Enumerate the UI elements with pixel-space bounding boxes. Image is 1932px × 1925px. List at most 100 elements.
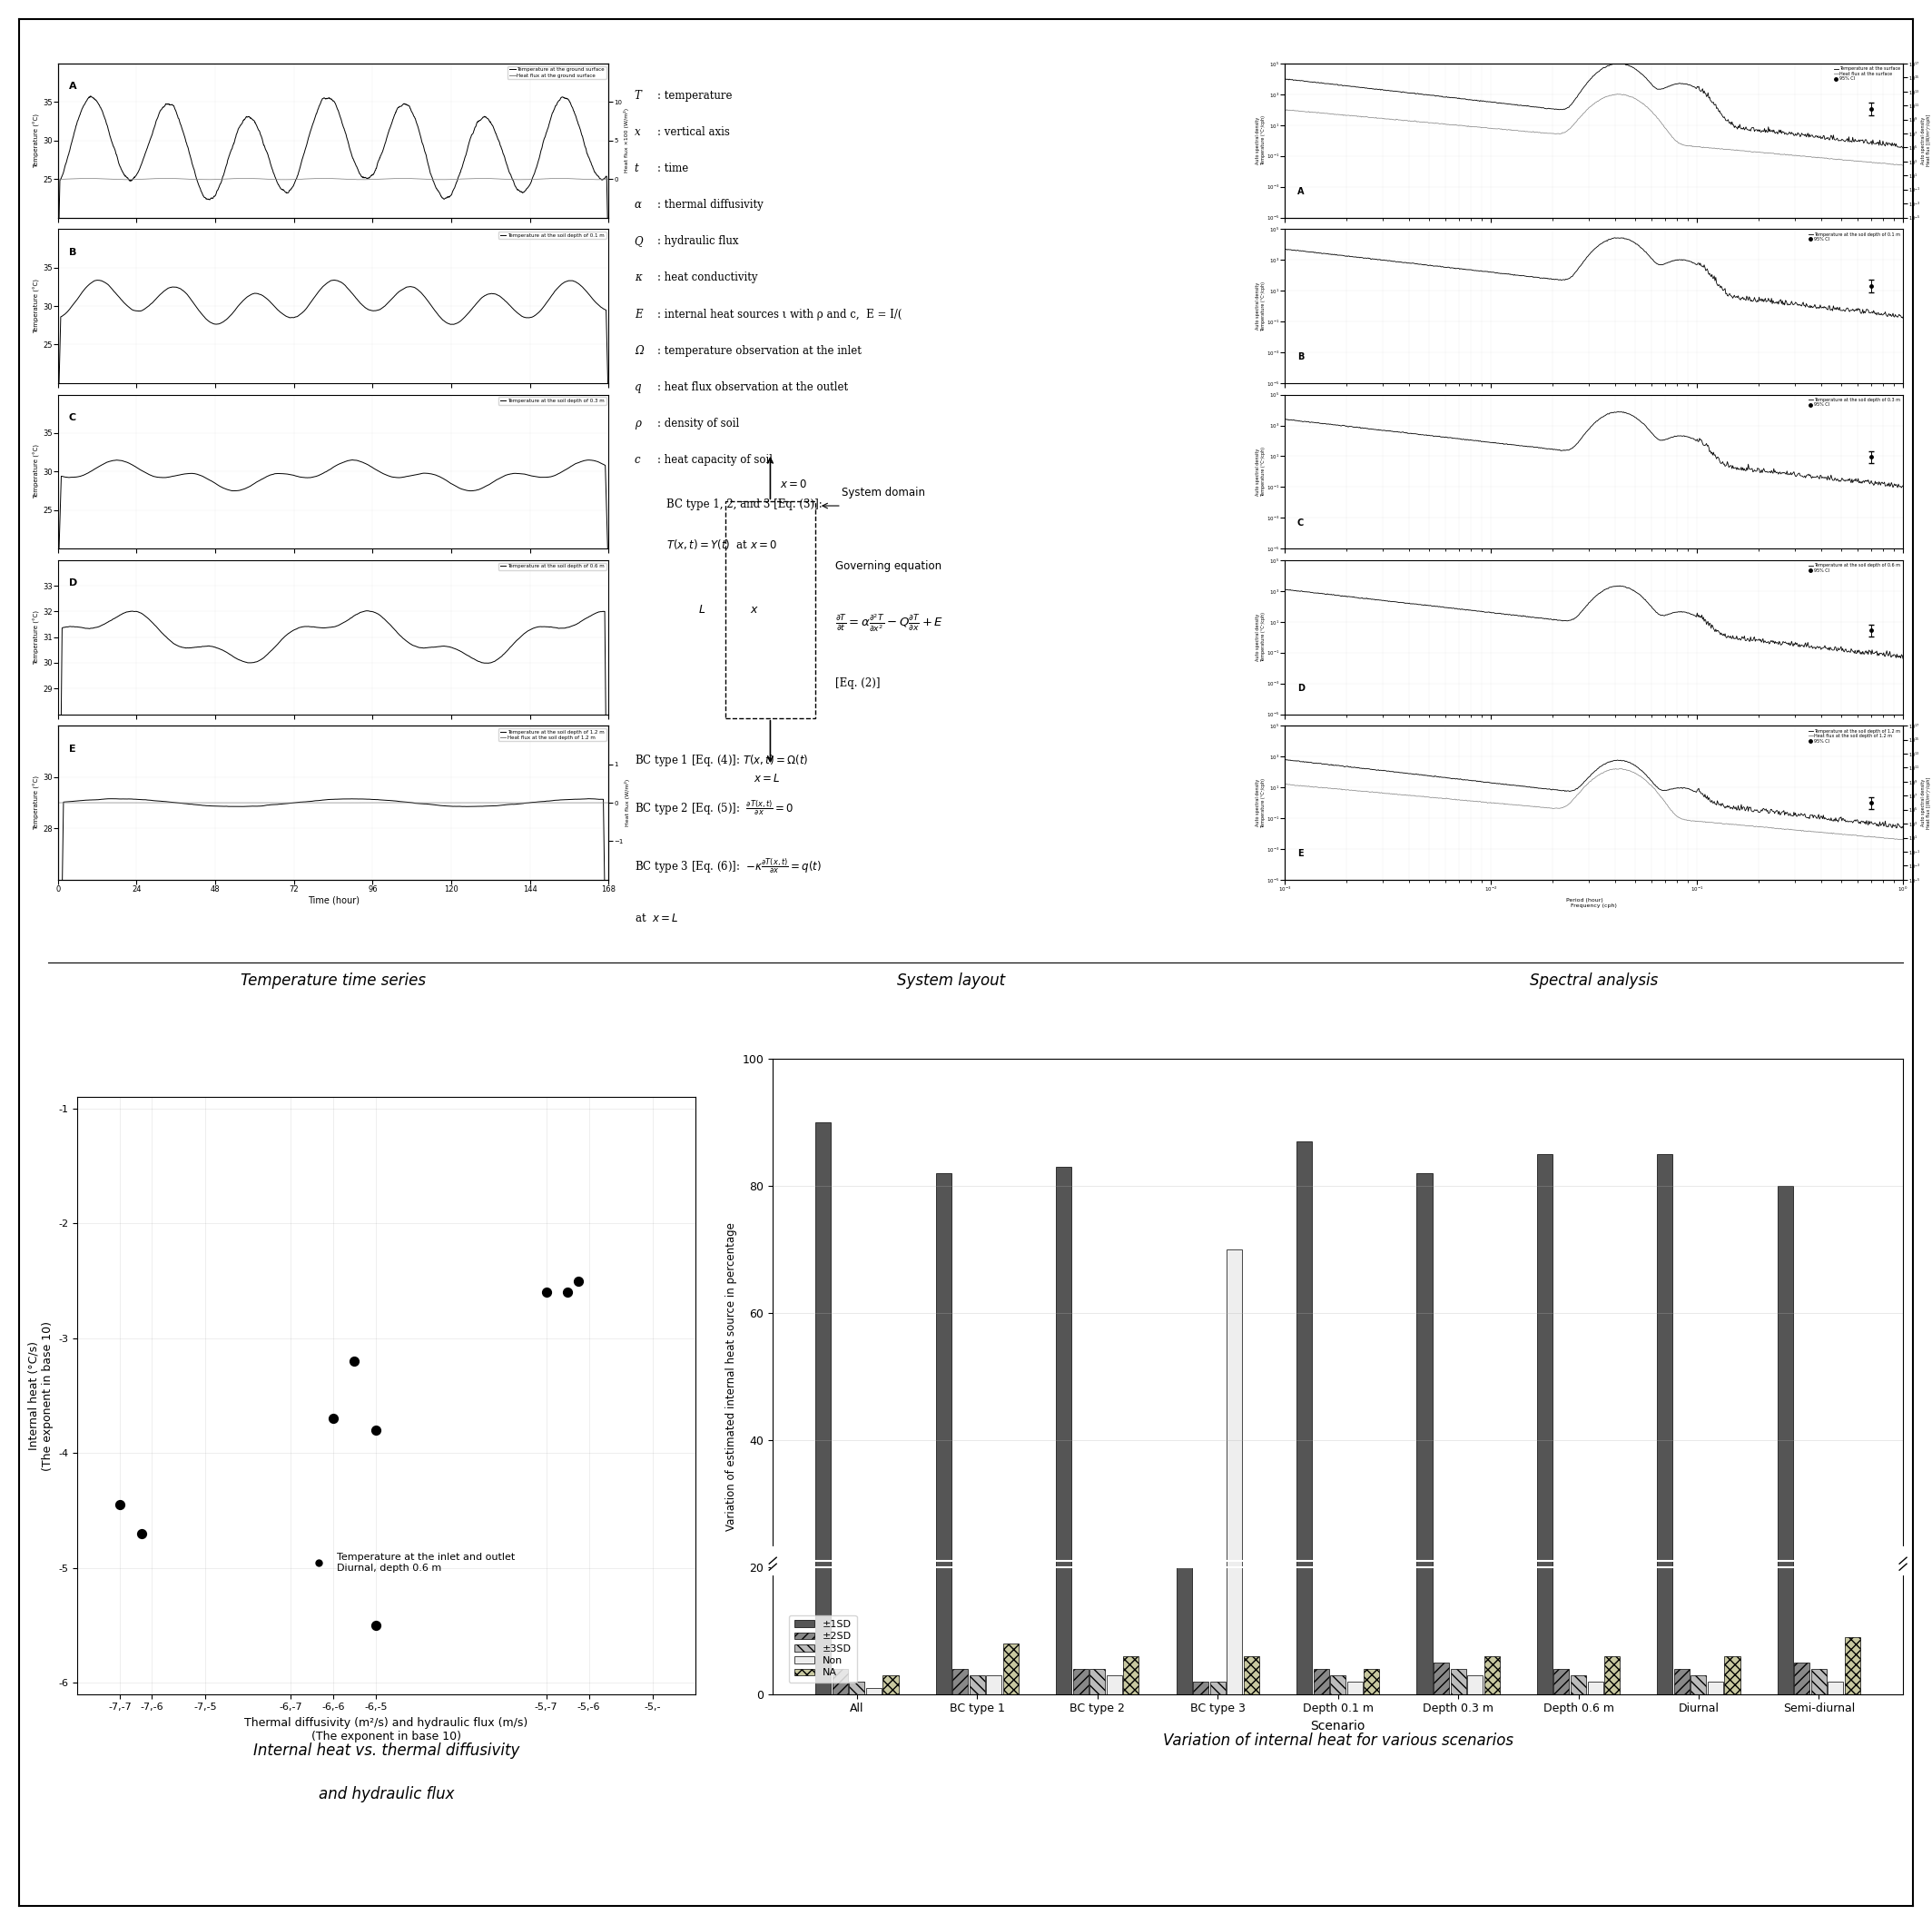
Bar (1194, 1681, 1209, 1694)
Text: $x = 0$: $x = 0$ (781, 477, 808, 491)
Bar (1244, 1656, 1260, 1694)
Bar (987, 1675, 1003, 1694)
Text: x: x (634, 127, 639, 139)
X-axis label: Time (hour): Time (hour) (307, 897, 359, 905)
Bar (1673, 1669, 1689, 1694)
Text: Internal heat vs. thermal diffusivity: Internal heat vs. thermal diffusivity (253, 1742, 520, 1758)
Bar (724, 501, 815, 718)
Text: E: E (70, 745, 75, 753)
Y-axis label: Temperature (°C): Temperature (°C) (33, 279, 41, 333)
Text: Q: Q (634, 235, 643, 246)
Bar (883, 1675, 898, 1694)
Text: c: c (634, 454, 639, 466)
Text: BC type 1 [Eq. (4)]: $T(x,t) = \Omega(t)$: BC type 1 [Eq. (4)]: $T(x,t) = \Omega(t)… (634, 753, 808, 768)
Y-axis label: Temperature (°C): Temperature (°C) (33, 776, 41, 830)
Point (562, 1265, 593, 1296)
Bar (1810, 1669, 1826, 1694)
Bar (1795, 1661, 1810, 1694)
Bar (866, 1688, 881, 1694)
Text: : thermal diffusivity: : thermal diffusivity (657, 198, 763, 212)
Y-axis label: Auto spectral density
Temperature (°C²/cph): Auto spectral density Temperature (°C²/c… (1256, 778, 1265, 828)
Y-axis label: Internal heat (°C/s)
(The exponent in base 10): Internal heat (°C/s) (The exponent in ba… (27, 1321, 54, 1471)
Text: Spectral analysis: Spectral analysis (1530, 972, 1658, 988)
Text: : temperature observation at the inlet: : temperature observation at the inlet (657, 345, 862, 356)
Text: Ω: Ω (634, 345, 643, 356)
Point (531, 1276, 562, 1307)
Text: B: B (1296, 352, 1304, 362)
Text: $L$: $L$ (699, 604, 705, 616)
Point (317, 1403, 348, 1434)
Point (359, 1415, 390, 1446)
Text: C: C (70, 414, 77, 422)
Text: BC type 3 [Eq. (6)]:  $-\kappa\frac{\partial T(x,t)}{\partial x} = q(t)$: BC type 3 [Eq. (6)]: $-\kappa\frac{\part… (634, 857, 821, 876)
Bar (1177, 1567, 1192, 1694)
Bar (1708, 1681, 1723, 1694)
Bar (1107, 1675, 1122, 1694)
Text: : hydraulic flux: : hydraulic flux (657, 235, 738, 246)
Text: A: A (1296, 187, 1304, 196)
Legend: ±1SD, ±2SD, ±3SD, Non, NA: ±1SD, ±2SD, ±3SD, Non, NA (788, 1615, 856, 1682)
Text: [Eq. (2)]: [Eq. (2)] (835, 678, 879, 689)
Y-axis label: Auto spectral density
Temperature (°C²/cph): Auto spectral density Temperature (°C²/c… (1256, 116, 1265, 166)
Bar (1209, 1681, 1225, 1694)
Text: : time: : time (657, 164, 688, 175)
Bar (815, 1122, 831, 1694)
Legend: Temperature at the soil depth of 0.6 m, 95% CI: Temperature at the soil depth of 0.6 m, … (1808, 562, 1901, 574)
Point (126, 1519, 156, 1550)
Bar (1466, 1675, 1482, 1694)
Text: at  $x = L$: at $x = L$ (634, 912, 678, 924)
Text: ρ: ρ (634, 418, 641, 429)
Text: : heat flux observation at the outlet: : heat flux observation at the outlet (657, 381, 848, 393)
Bar (1538, 1155, 1553, 1694)
Bar (1553, 1669, 1569, 1694)
Bar (1003, 1644, 1018, 1694)
Y-axis label: Temperature (°C): Temperature (°C) (33, 610, 41, 664)
Bar (1329, 1675, 1347, 1694)
Legend: Temperature at the ground surface, Heat flux at the ground surface: Temperature at the ground surface, Heat … (508, 65, 607, 79)
Bar (1434, 1661, 1449, 1694)
Bar (1090, 1669, 1105, 1694)
Bar (1072, 1669, 1088, 1694)
Text: and hydraulic flux: and hydraulic flux (319, 1786, 454, 1802)
Text: $x = L$: $x = L$ (753, 772, 781, 785)
Text: Governing equation: Governing equation (835, 560, 941, 572)
Bar (970, 1675, 985, 1694)
Y-axis label: Auto spectral density
Temperature (°C²/cph): Auto spectral density Temperature (°C²/c… (1256, 281, 1265, 331)
Legend: Temperature at the soil depth of 0.3 m, 95% CI: Temperature at the soil depth of 0.3 m, … (1808, 397, 1901, 408)
Text: D: D (1296, 683, 1304, 693)
X-axis label: Thermal diffusivity (m²/s) and hydraulic flux (m/s)
(The exponent in base 10): Thermal diffusivity (m²/s) and hydraulic… (245, 1717, 527, 1742)
Bar (1416, 1172, 1432, 1694)
Text: : density of soil: : density of soil (657, 418, 738, 429)
Text: E: E (1296, 849, 1304, 859)
Text: t: t (634, 164, 639, 175)
Text: $\frac{\partial T}{\partial t} = \alpha\frac{\partial^2 T}{\partial x^2} - Q\fra: $\frac{\partial T}{\partial t} = \alpha\… (835, 612, 943, 633)
Bar (1845, 1636, 1861, 1694)
Point (553, 1276, 583, 1307)
X-axis label: Scenario: Scenario (1310, 1719, 1366, 1732)
Y-axis label: Auto spectral density
Temperature (°C²/cph): Auto spectral density Temperature (°C²/c… (1256, 612, 1265, 662)
Bar (1122, 1656, 1138, 1694)
Bar (833, 1669, 848, 1694)
Bar (1347, 1681, 1362, 1694)
Text: α: α (634, 198, 641, 212)
Bar (1451, 1669, 1466, 1694)
Y-axis label: Heat flux (W/m²): Heat flux (W/m²) (624, 780, 630, 826)
Text: D: D (70, 579, 77, 587)
Bar (1588, 1681, 1604, 1694)
Text: A: A (70, 83, 77, 90)
Text: : heat conductivity: : heat conductivity (657, 271, 757, 283)
Bar (1484, 1656, 1499, 1694)
Text: System layout: System layout (898, 972, 1005, 988)
Legend: Temperature at the soil depth of 0.3 m: Temperature at the soil depth of 0.3 m (498, 397, 607, 404)
X-axis label: Period (hour)          
Frequency (cph): Period (hour) Frequency (cph) (1567, 899, 1621, 909)
Text: Temperature time series: Temperature time series (242, 972, 425, 988)
Legend: Temperature at the soil depth of 1.2 m, Heat flux at the soil depth of 1.2 m: Temperature at the soil depth of 1.2 m, … (498, 728, 607, 741)
Text: System domain: System domain (842, 487, 925, 499)
Text: : temperature: : temperature (657, 90, 732, 102)
Bar (1364, 1669, 1379, 1694)
Y-axis label: Auto spectral density
Temperature (°C²/cph): Auto spectral density Temperature (°C²/c… (1256, 447, 1265, 497)
Bar (1658, 1155, 1673, 1694)
Y-axis label: Temperature (°C): Temperature (°C) (33, 445, 41, 499)
Text: T: T (634, 90, 641, 102)
Point (104, 1490, 135, 1521)
